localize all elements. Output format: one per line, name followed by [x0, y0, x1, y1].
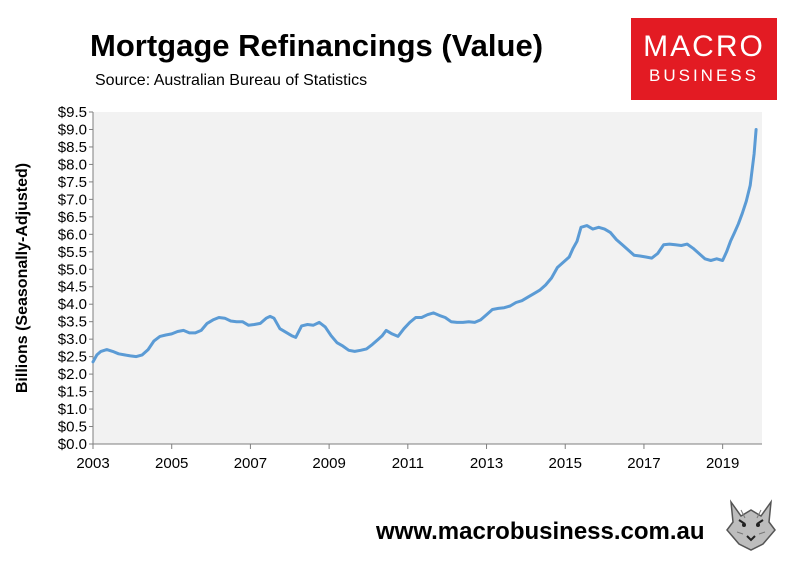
chart-source: Source: Australian Bureau of Statistics — [95, 72, 368, 89]
x-tick-label: 2015 — [549, 455, 582, 472]
y-tick-label: $0.0 — [58, 436, 87, 453]
x-tick-label: 2019 — [706, 455, 739, 472]
series-line-refinancing-value — [91, 128, 758, 364]
y-tick-label: $9.5 — [58, 104, 87, 121]
y-tick-label: $5.0 — [58, 261, 87, 278]
y-tick-label: $9.0 — [58, 121, 87, 138]
logo-line-1: MACRO — [643, 30, 765, 63]
y-tick-label: $7.5 — [58, 174, 87, 191]
y-tick-label: $2.5 — [58, 349, 87, 366]
x-tick-label: 2009 — [312, 455, 345, 472]
y-tick-label: $8.0 — [58, 156, 87, 173]
x-tick-label: 2011 — [392, 455, 424, 472]
x-axis-ticks: 2003 2005 2007 2009 2011 2013 2015 2017 2019 — [76, 444, 739, 472]
y-axis-label: Billions (Seasonally-Adjusted) — [14, 163, 31, 393]
macrobusiness-logo: MACRO BUSINESS — [631, 18, 777, 100]
y-tick-label: $3.0 — [58, 331, 87, 348]
y-tick-label: $4.0 — [58, 296, 87, 313]
y-tick-label: $7.0 — [58, 191, 87, 208]
chart-title: Mortgage Refinancings (Value) — [90, 28, 544, 63]
x-tick-label: 2007 — [234, 455, 267, 472]
y-tick-label: $2.0 — [58, 366, 87, 383]
y-tick-label: $1.0 — [58, 401, 87, 418]
logo-line-2: BUSINESS — [649, 66, 759, 85]
y-tick-label: $1.5 — [58, 384, 87, 401]
x-tick-label: 2017 — [627, 455, 660, 472]
y-tick-label: $3.5 — [58, 314, 87, 331]
x-tick-label: 2003 — [76, 455, 109, 472]
y-tick-label: $0.5 — [58, 419, 87, 436]
y-tick-label: $8.5 — [58, 139, 87, 156]
y-tick-label: $6.0 — [58, 226, 87, 243]
x-tick-label: 2013 — [470, 455, 503, 472]
wolf-icon — [723, 496, 779, 552]
y-axis-ticks: $0.0$0.5$1.0$1.5$2.0$2.5$3.0$3.5$4.0$4.5… — [58, 104, 93, 453]
footer-url: www.macrobusiness.com.au — [376, 518, 705, 545]
x-tick-label: 2005 — [155, 455, 188, 472]
y-tick-label: $6.5 — [58, 209, 87, 226]
plot-area — [93, 112, 762, 444]
y-tick-label: $5.5 — [58, 244, 87, 261]
y-tick-label: $4.5 — [58, 279, 87, 296]
